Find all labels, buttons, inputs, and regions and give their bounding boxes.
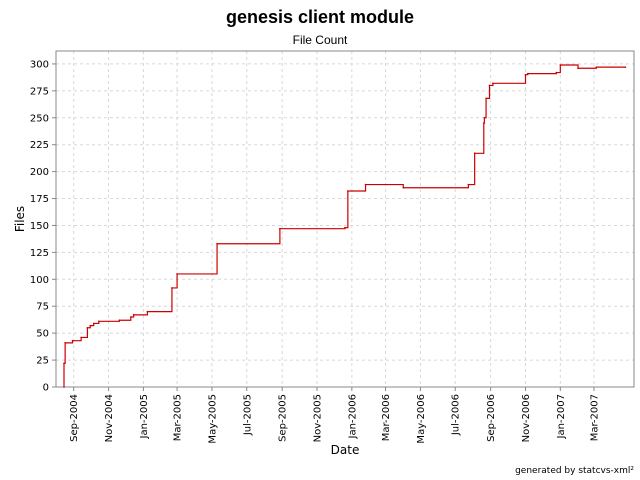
- y-tick-label: 125: [30, 248, 49, 259]
- x-axis-ticks: Sep-2004 Nov-2004 Jan-2005 Mar-2005 May-2005…: [69, 387, 601, 444]
- x-axis-label: Date: [331, 443, 360, 457]
- data-point: [526, 72, 529, 75]
- data-point: [624, 66, 627, 68]
- y-tick-label: 300: [30, 59, 49, 70]
- data-point: [171, 287, 173, 289]
- y-axis-ticks: 0 25 50 75 100 125 150 175 200 225 250 275 300: [30, 59, 56, 394]
- plot-area: [55, 50, 635, 388]
- data-point: [467, 183, 470, 186]
- data-point: [146, 310, 149, 313]
- data-point: [488, 84, 491, 87]
- grid-lines: [56, 51, 634, 388]
- data-point: [86, 326, 89, 329]
- x-tick-label: Jan-2007: [556, 394, 567, 439]
- chart-title: genesis client module: [226, 7, 414, 27]
- y-tick-label: 175: [30, 194, 49, 205]
- data-point: [130, 316, 132, 318]
- chart-subtitle: File Count: [293, 33, 348, 47]
- data-point: [492, 82, 494, 85]
- data-point: [279, 227, 281, 230]
- x-tick-label: Nov-2006: [521, 394, 532, 442]
- y-tick-label: 100: [30, 275, 49, 286]
- data-point: [577, 67, 579, 70]
- x-tick-label: Nov-2004: [104, 394, 115, 442]
- y-tick-label: 150: [30, 221, 49, 232]
- data-point: [524, 73, 527, 76]
- y-tick-label: 275: [30, 86, 49, 97]
- data-point: [80, 336, 82, 339]
- data-point: [483, 116, 486, 119]
- x-tick-label: May-2005: [207, 394, 218, 444]
- data-point: [92, 322, 95, 325]
- data-point: [559, 64, 562, 66]
- data-point: [63, 386, 65, 388]
- data-point: [176, 273, 178, 275]
- x-tick-label: Mar-2007: [590, 394, 601, 441]
- data-point: [71, 339, 74, 342]
- generator-credit: generated by statcvs-xml²: [515, 466, 634, 476]
- x-tick-label: May-2006: [416, 394, 427, 444]
- y-tick-label: 225: [30, 140, 49, 151]
- data-point: [555, 71, 558, 74]
- y-axis-label: Files: [13, 206, 27, 232]
- x-tick-label: Jan-2006: [347, 394, 358, 439]
- data-point: [364, 183, 367, 186]
- data-point: [473, 152, 476, 155]
- data-point: [64, 342, 66, 344]
- data-point: [98, 320, 100, 323]
- series-layer: [63, 64, 627, 388]
- x-tick-label: Sep-2006: [486, 394, 497, 442]
- data-point: [132, 314, 135, 316]
- y-tick-label: 250: [30, 113, 49, 124]
- x-tick-label: Nov-2005: [313, 394, 324, 442]
- x-tick-label: Mar-2005: [173, 394, 184, 441]
- data-point: [402, 186, 405, 189]
- data-point: [485, 97, 487, 100]
- file-count-line: [63, 64, 626, 387]
- data-point: [344, 226, 346, 229]
- data-point: [89, 324, 92, 327]
- x-tick-label: Jul-2005: [242, 394, 253, 436]
- x-tick-label: Sep-2005: [278, 394, 289, 442]
- data-point: [595, 66, 598, 68]
- y-tick-label: 0: [43, 383, 49, 394]
- data-point: [118, 319, 121, 322]
- x-tick-label: Mar-2006: [381, 394, 392, 441]
- data-point: [482, 122, 485, 124]
- x-tick-label: Jul-2006: [451, 394, 462, 436]
- data-point: [347, 190, 349, 192]
- data-point: [63, 362, 65, 365]
- x-tick-label: Sep-2004: [69, 394, 80, 442]
- y-tick-label: 75: [36, 302, 49, 313]
- y-tick-label: 25: [36, 356, 49, 367]
- y-tick-label: 200: [30, 167, 49, 178]
- x-tick-label: Jan-2005: [139, 394, 150, 439]
- y-tick-label: 50: [36, 329, 49, 340]
- data-point: [216, 242, 218, 245]
